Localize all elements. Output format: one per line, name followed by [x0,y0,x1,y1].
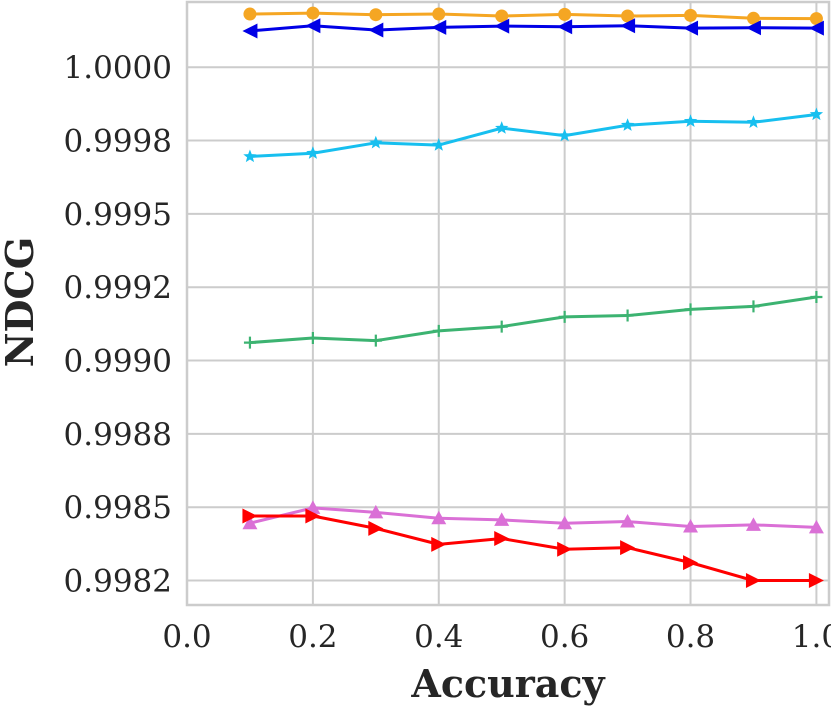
data-point [495,9,509,23]
data-point [369,334,382,347]
data-point [808,519,824,534]
data-point [683,114,698,127]
series-line [249,514,817,583]
series-triangle-left [242,18,824,39]
data-point [431,19,447,35]
series-line [249,112,817,158]
data-point [305,508,321,524]
data-point [683,555,699,571]
series-triangle-right [242,508,824,589]
data-point [558,310,571,323]
x-tick-label: 0.8 [666,619,715,655]
x-tick-label: 0.6 [540,619,589,655]
series-line [249,24,817,33]
data-point [683,518,699,533]
data-point [684,8,698,22]
series-line [249,295,817,345]
data-point [368,520,384,536]
data-point [242,23,258,39]
data-point [809,107,824,121]
data-point [494,18,510,34]
data-point [746,115,761,128]
data-point [745,573,761,589]
data-point [810,290,823,303]
x-axis-title: Accuracy [410,661,605,706]
series-circle [243,6,823,26]
series-line [249,506,817,529]
data-point [495,320,508,333]
data-point [683,20,699,36]
data-point [495,121,509,134]
data-point [494,531,510,547]
x-tick-label: 0.0 [162,619,211,655]
y-tick-label: 0.9998 [64,124,172,160]
series-line [249,11,817,21]
data-point [557,19,573,35]
data-point [557,541,573,557]
data-point [242,508,258,524]
data-point [809,12,823,26]
data-point [305,18,321,34]
plot-area [242,6,824,589]
x-tick-label: 0.2 [288,619,337,655]
data-point [432,138,446,151]
data-point [684,303,697,316]
data-point [620,540,636,556]
data-point [431,536,447,552]
data-point [747,300,760,313]
data-point [432,324,445,337]
y-axis-title: NDCG [0,237,42,367]
tick-labels: 0.0 0.2 0.4 0.6 0.8 1.0 0.9982 0.9985 0.9988 0.99… [64,50,831,655]
data-point [494,512,510,526]
data-point [621,9,635,23]
y-tick-label: 0.9988 [64,417,172,453]
data-point [621,309,634,322]
data-point [745,20,761,36]
plot-frame [185,0,831,607]
y-tick-label: 0.9992 [64,270,172,306]
x-tick-label: 0.4 [414,619,463,655]
data-point [620,118,635,131]
axes [185,0,831,607]
series-triangle-up [242,500,824,534]
data-point [243,7,257,21]
data-point [306,332,319,345]
data-point [745,517,761,531]
data-point [368,22,384,38]
y-tick-label: 0.9995 [64,197,172,233]
y-tick-label: 0.9982 [64,564,172,600]
data-point [620,514,636,528]
data-point [242,515,258,530]
data-point [368,504,384,519]
data-point [432,7,446,21]
data-point [306,146,320,159]
data-point [808,20,824,36]
data-point [369,8,383,22]
data-point [557,128,572,142]
y-tick-label: 0.9985 [64,490,172,526]
data-point [746,11,760,25]
data-point [306,6,320,20]
data-point [558,7,572,21]
data-point [557,515,573,530]
data-point [243,149,257,163]
x-tick-label: 1.0 [792,619,831,655]
data-point [808,573,824,589]
data-point [369,135,383,149]
data-point [431,510,447,525]
series-plus [243,290,823,349]
data-point [620,18,636,34]
data-point [243,336,256,349]
series-star [243,107,824,163]
y-tick-label: 1.0000 [64,50,172,86]
y-tick-label: 0.9990 [64,344,172,380]
